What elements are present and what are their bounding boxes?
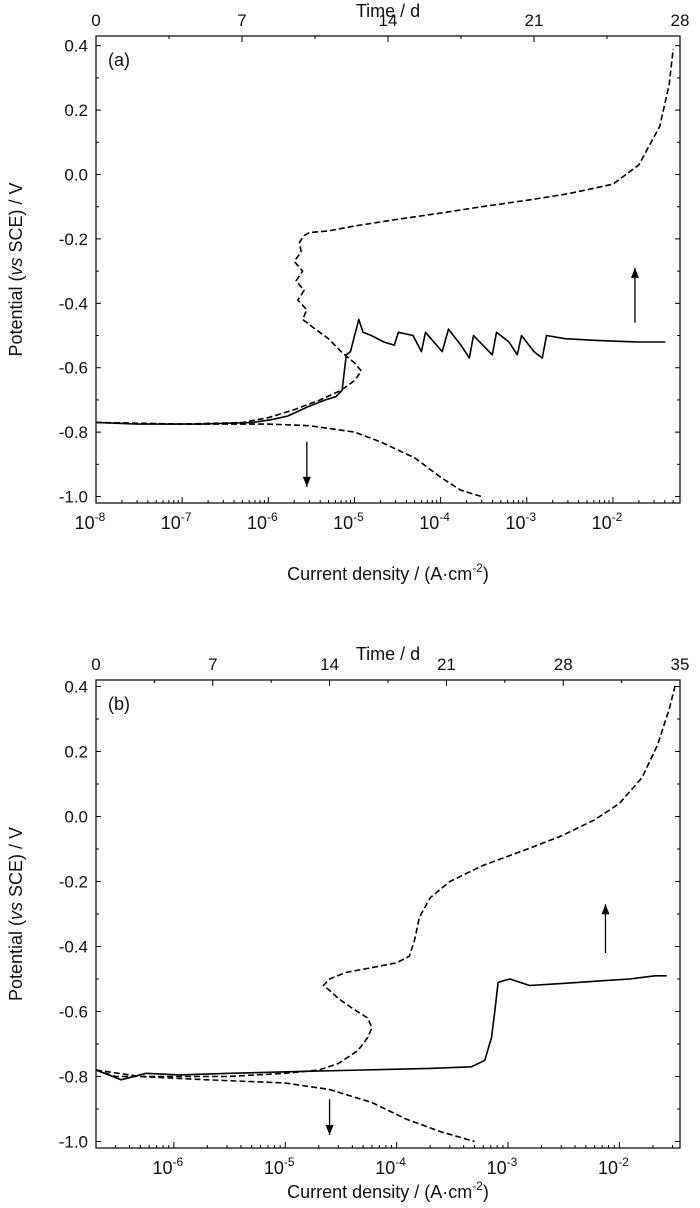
x-tick-label: 10-8 [75, 510, 106, 533]
top-tick-label: 28 [671, 11, 690, 30]
x-tick-exponent: -5 [353, 510, 364, 524]
x-tick-label: 10-2 [598, 1155, 629, 1178]
y-tick-label: 0.2 [64, 101, 88, 120]
dashed-curve [95, 1069, 475, 1143]
x-axis-title-tail: ) [483, 1182, 489, 1202]
y-axis-title-main: Potential ( [6, 275, 26, 356]
x-tick-exponent: -3 [507, 1155, 518, 1169]
x-tick-exponent: -6 [267, 510, 278, 524]
x-axis-title: Current density / (A·cm-2) [287, 1179, 489, 1202]
top-tick-label: 35 [671, 655, 690, 674]
x-tick-base: 10 [333, 513, 353, 533]
x-tick-label: 10-6 [153, 1155, 184, 1178]
y-tick-label: -1.0 [59, 488, 88, 507]
arrow-down-icon [325, 1125, 334, 1135]
x-tick-exponent: -2 [618, 1155, 629, 1169]
dashed-curve [95, 421, 482, 498]
x-axis-title-tail: ) [483, 564, 489, 584]
y-tick-label: -0.2 [59, 873, 88, 892]
top-tick-label: 0 [91, 655, 100, 674]
x-tick-base: 10 [505, 513, 525, 533]
arrow-up-icon [630, 267, 639, 278]
x-tick-label: 10-6 [247, 510, 278, 533]
solid-curve [95, 974, 667, 1081]
plot-frame [95, 35, 681, 504]
y-tick-label: -0.2 [59, 230, 88, 249]
y-tick-label: -0.4 [59, 938, 88, 957]
x-tick-label: 10-3 [505, 510, 536, 533]
panel-label: (b) [108, 694, 130, 714]
x-axis-title: Current density / (A·cm-2) [287, 561, 489, 584]
x-tick-exponent: -6 [173, 1155, 184, 1169]
top-tick-label: 7 [237, 11, 246, 30]
y-tick-label: 0.0 [64, 808, 88, 827]
top-tick-label: 0 [91, 11, 100, 30]
y-tick-label: -0.6 [59, 1003, 88, 1022]
top-tick-label: 14 [320, 655, 339, 674]
y-axis-title: Potential (vs SCE) / V [6, 827, 26, 1001]
top-tick-label: 7 [208, 655, 217, 674]
y-tick-label: -0.6 [59, 359, 88, 378]
x-axis-title-sup: -2 [472, 561, 483, 575]
x-tick-base: 10 [75, 513, 95, 533]
x-tick-exponent: -2 [612, 510, 623, 524]
x-tick-exponent: -4 [439, 510, 450, 524]
y-tick-label: -0.8 [59, 423, 88, 442]
x-tick-base: 10 [375, 1158, 395, 1178]
y-axis-title-tail: SCE) / V [6, 182, 26, 257]
x-tick-exponent: -5 [284, 1155, 295, 1169]
x-tick-exponent: -4 [395, 1155, 406, 1169]
x-tick-base: 10 [419, 513, 439, 533]
y-tick-label: -0.4 [59, 294, 88, 313]
arrow-down-icon [302, 476, 311, 487]
x-tick-base: 10 [247, 513, 267, 533]
x-tick-label: 10-3 [487, 1155, 518, 1178]
x-tick-base: 10 [487, 1158, 507, 1178]
plot-frame [95, 679, 681, 1149]
top-axis-title: Time / d [356, 644, 420, 664]
x-tick-label: 10-5 [264, 1155, 295, 1178]
x-tick-label: 10-7 [161, 510, 192, 533]
solid-curve [95, 318, 666, 425]
x-tick-label: 10-2 [592, 510, 623, 533]
top-tick-label: 28 [554, 655, 573, 674]
y-tick-label: 0.0 [64, 165, 88, 184]
top-tick-label: 14 [379, 11, 398, 30]
x-axis-title-main: Current density / (A·cm [287, 1182, 472, 1202]
panel-b: -1.0-0.8-0.6-0.4-0.20.00.20.410-6 10-5 10-… [6, 644, 689, 1202]
y-axis-title-italic: vs [6, 902, 26, 920]
y-axis-title-italic: vs [6, 257, 26, 275]
panel-a: -1.0-0.8-0.6-0.4-0.20.00.20.410-8 10-7 10-… [6, 1, 689, 584]
dashed-curve [95, 48, 674, 425]
top-axis-title: Time / d [356, 1, 420, 21]
y-tick-label: -0.8 [59, 1068, 88, 1087]
x-tick-exponent: -3 [525, 510, 536, 524]
arrow-up-icon [601, 904, 610, 915]
x-tick-base: 10 [598, 1158, 618, 1178]
x-tick-base: 10 [592, 513, 612, 533]
dashed-curve [95, 683, 677, 1078]
x-tick-base: 10 [161, 513, 181, 533]
panel-label: (a) [108, 50, 130, 70]
x-tick-label: 10-4 [419, 510, 450, 533]
y-tick-label: 0.2 [64, 743, 88, 762]
y-axis-title-main: Potential ( [6, 920, 26, 1001]
x-axis-title-main: Current density / (A·cm [287, 564, 472, 584]
x-tick-base: 10 [153, 1158, 173, 1178]
x-tick-exponent: -8 [95, 510, 106, 524]
x-tick-label: 10-5 [333, 510, 364, 533]
y-axis-title-tail: SCE) / V [6, 827, 26, 902]
top-tick-label: 21 [525, 11, 544, 30]
y-axis-title: Potential (vs SCE) / V [6, 182, 26, 356]
x-tick-base: 10 [264, 1158, 284, 1178]
y-tick-label: 0.4 [64, 678, 88, 697]
x-axis-title-sup: -2 [472, 1179, 483, 1193]
x-tick-label: 10-4 [375, 1155, 406, 1178]
y-tick-label: -1.0 [59, 1133, 88, 1152]
x-tick-exponent: -7 [181, 510, 192, 524]
top-tick-label: 21 [437, 655, 456, 674]
y-tick-label: 0.4 [64, 37, 88, 56]
